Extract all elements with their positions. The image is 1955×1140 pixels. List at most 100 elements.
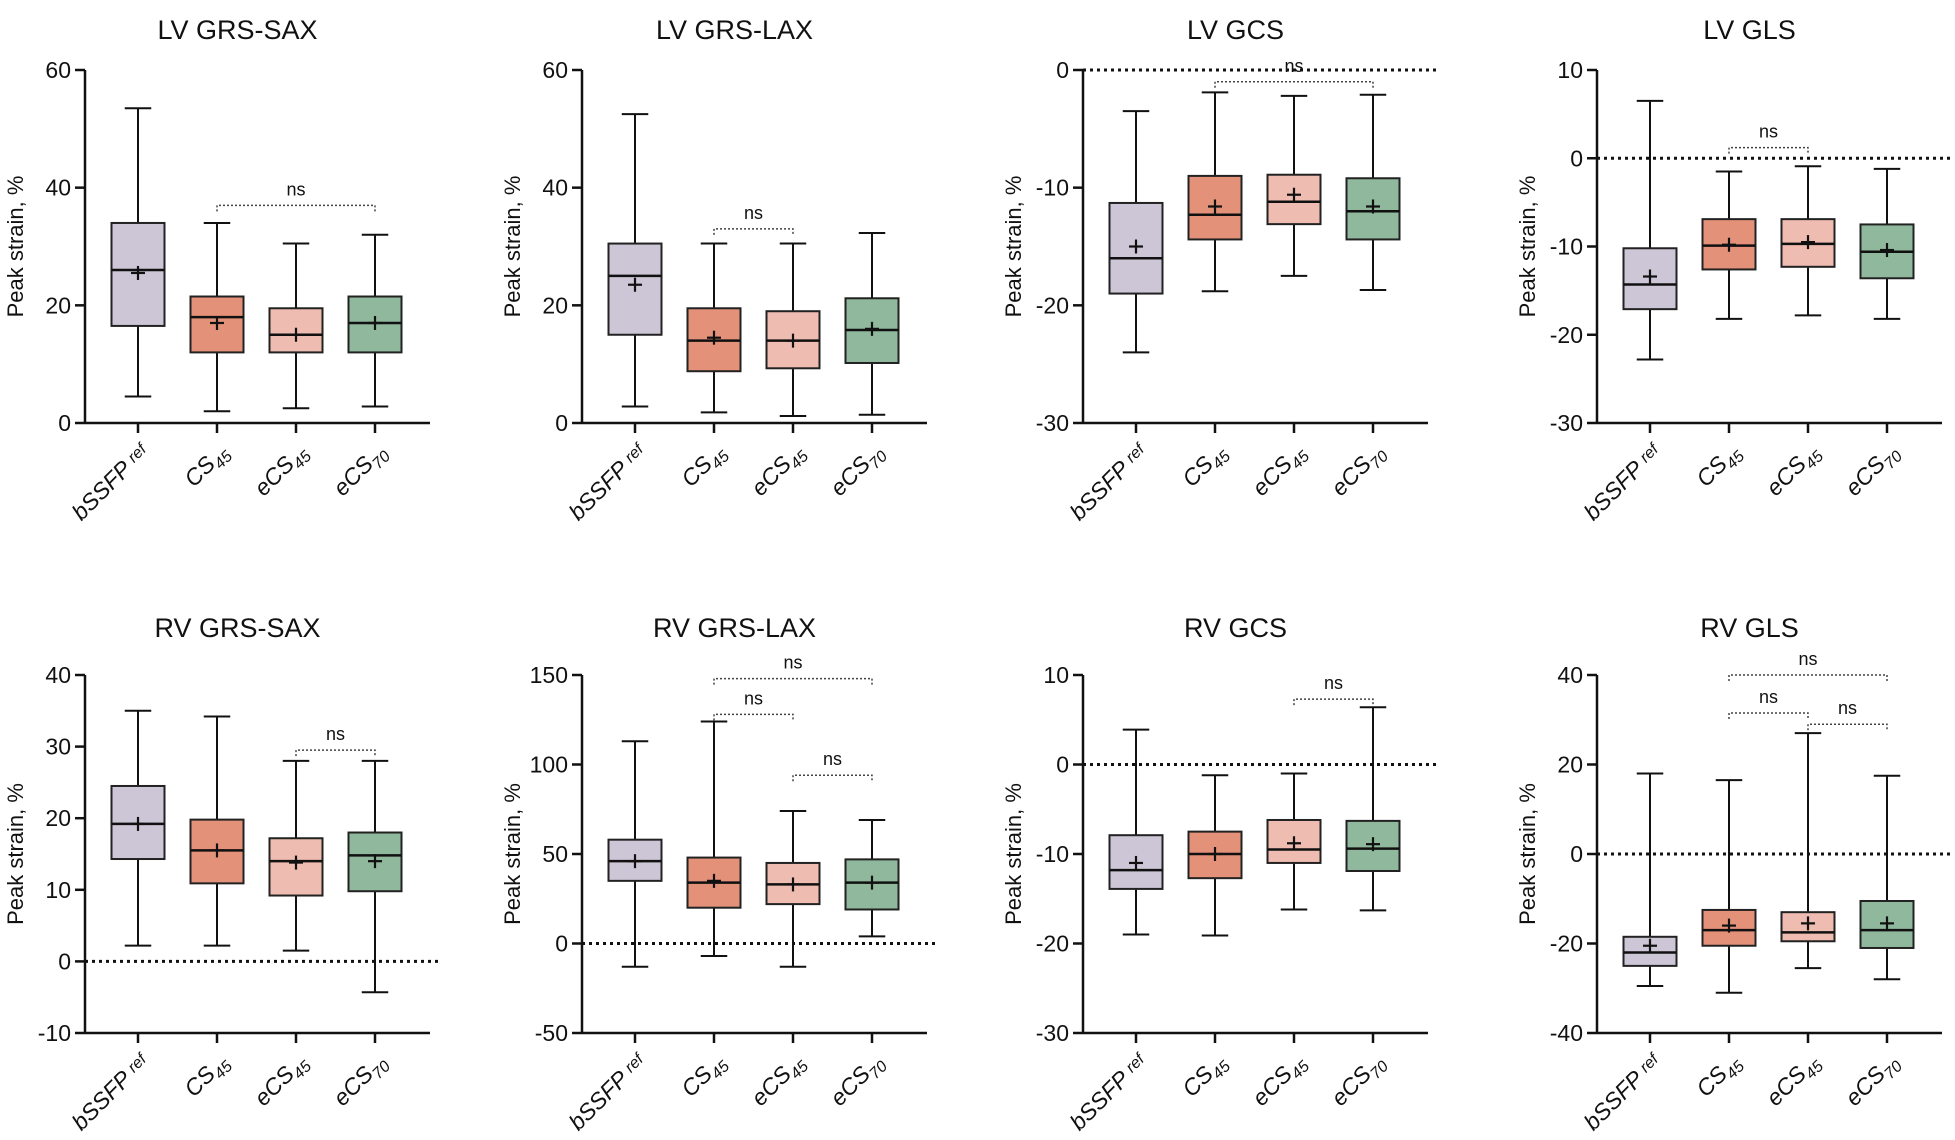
significance-label: ns <box>1324 673 1343 693</box>
y-axis-label: Peak strain, % <box>1001 783 1026 925</box>
box-eCS45 <box>1266 772 1322 911</box>
chart-title: RV GCS <box>1184 613 1287 643</box>
chart-panel-3: LV GCS Peak strain, % -30 -20 -10 0 bSSFP ref C… <box>1001 15 1438 525</box>
y-tick-label: 0 <box>58 948 71 974</box>
box-CS45 <box>189 221 245 413</box>
significance-bracket: ns <box>1728 687 1809 720</box>
significance-label: ns <box>744 688 763 708</box>
box-eCS45 <box>1780 165 1836 317</box>
x-tick-label: bSSFP ref <box>1065 1047 1153 1135</box>
x-tick-label: eCS70 <box>825 1048 891 1114</box>
x-tick-label: CS45 <box>1177 1048 1234 1105</box>
bracket-line <box>295 749 376 757</box>
box-CS45 <box>1701 170 1757 320</box>
y-tick-label: 30 <box>45 734 71 760</box>
y-tick-label: 40 <box>45 662 71 688</box>
box-eCS70 <box>1345 93 1401 292</box>
y-tick-label: -30 <box>1036 410 1069 436</box>
y-tick-label: 40 <box>542 175 568 201</box>
box-eCS70 <box>347 233 403 408</box>
chart-title: LV GCS <box>1187 15 1284 45</box>
x-tick-label: CS45 <box>1691 438 1748 495</box>
box-eCS45 <box>765 810 821 968</box>
y-tick-label: 60 <box>45 57 71 83</box>
box-eCS70 <box>1345 706 1401 912</box>
box-CS45 <box>686 720 742 958</box>
chart-title: RV GLS <box>1700 613 1799 643</box>
y-tick-label: 0 <box>1570 841 1583 867</box>
x-tick-label: eCS45 <box>746 438 812 504</box>
y-tick-label: -10 <box>1036 841 1069 867</box>
y-tick-label: 0 <box>58 410 71 436</box>
y-tick-label: 0 <box>1570 145 1583 171</box>
chart-panel-2: LV GRS-LAX Peak strain, % 0 20 40 60 bSSFP ref… <box>500 15 927 525</box>
y-tick-label: 0 <box>555 931 568 957</box>
significance-bracket: ns <box>1293 673 1374 706</box>
chart-panel-7: RV GCS Peak strain, % -30 -20 -10 0 10 bSSFP re… <box>1001 613 1438 1135</box>
bracket-line <box>713 228 794 235</box>
y-tick-label: 20 <box>542 292 568 318</box>
box-CS45 <box>1187 774 1243 937</box>
bracket-line <box>1293 698 1374 706</box>
box-bSSFPref <box>1108 728 1164 936</box>
x-tick-label: eCS45 <box>1761 438 1827 504</box>
x-tick-label: eCS45 <box>1247 1048 1313 1114</box>
chart-panel-5: RV GRS-SAX Peak strain, % -10 0 10 20 30 40 bSSF… <box>3 613 440 1135</box>
box-bSSFPref <box>1622 772 1678 988</box>
x-tick-label: CS45 <box>1177 438 1234 495</box>
bracket-line <box>713 677 873 685</box>
chart-title: LV GLS <box>1703 15 1796 45</box>
bracket-line <box>1728 146 1809 154</box>
y-axis-label: Peak strain, % <box>1001 176 1026 318</box>
box-CS45 <box>1701 779 1757 994</box>
x-tick-label: bSSFP ref <box>67 437 155 525</box>
y-axis-label: Peak strain, % <box>500 176 525 318</box>
y-axis-label: Peak strain, % <box>1515 176 1540 318</box>
y-tick-label: 60 <box>542 57 568 83</box>
y-tick-label: -10 <box>1036 175 1069 201</box>
box-bSSFPref <box>607 113 663 408</box>
significance-label: ns <box>1759 687 1778 707</box>
y-tick-label: -20 <box>1550 931 1583 957</box>
y-tick-label: -30 <box>1036 1020 1069 1046</box>
significance-label: ns <box>1798 649 1817 669</box>
box-bSSFPref <box>1622 99 1678 361</box>
x-tick-label: CS45 <box>676 1048 733 1105</box>
box-eCS45 <box>268 759 324 952</box>
box-CS45 <box>189 715 245 947</box>
y-tick-label: 0 <box>555 410 568 436</box>
box-CS45 <box>686 242 742 414</box>
bracket-line <box>1728 712 1809 720</box>
significance-label: ns <box>1284 56 1303 76</box>
y-axis-label: Peak strain, % <box>3 176 28 318</box>
box-bSSFPref <box>110 709 166 947</box>
y-tick-label: 0 <box>1056 57 1069 83</box>
y-tick-label: 20 <box>45 292 71 318</box>
box-bSSFPref <box>110 107 166 398</box>
chart-title: RV GRS-LAX <box>653 613 816 643</box>
y-tick-label: 10 <box>45 877 71 903</box>
x-tick-label: CS45 <box>1691 1048 1748 1105</box>
significance-bracket: ns <box>713 688 794 721</box>
y-tick-label: 150 <box>530 662 568 688</box>
significance-bracket: ns <box>1728 649 1888 681</box>
bracket-line <box>713 713 794 721</box>
significance-bracket: ns <box>713 653 873 685</box>
bracket-line <box>792 774 873 782</box>
chart-panel-8: RV GLS Peak strain, % -40 -20 0 20 40 bSSFP ref… <box>1515 613 1952 1135</box>
iqr-box <box>110 221 166 327</box>
y-tick-label: 40 <box>45 175 71 201</box>
box-eCS70 <box>844 818 900 938</box>
chart-panel-6: RV GRS-LAX Peak strain, % -50 0 50 100 150 bSSF… <box>500 613 937 1135</box>
significance-label: ns <box>1838 698 1857 718</box>
x-tick-label: eCS70 <box>1326 438 1392 504</box>
chart-title: RV GRS-SAX <box>154 613 320 643</box>
y-tick-label: -30 <box>1550 410 1583 436</box>
y-tick-label: -50 <box>535 1020 568 1046</box>
significance-label: ns <box>286 179 305 199</box>
x-tick-label: bSSFP ref <box>67 1047 155 1135</box>
significance-label: ns <box>823 749 842 769</box>
bracket-line <box>216 204 376 212</box>
significance-bracket: ns <box>1807 698 1888 731</box>
